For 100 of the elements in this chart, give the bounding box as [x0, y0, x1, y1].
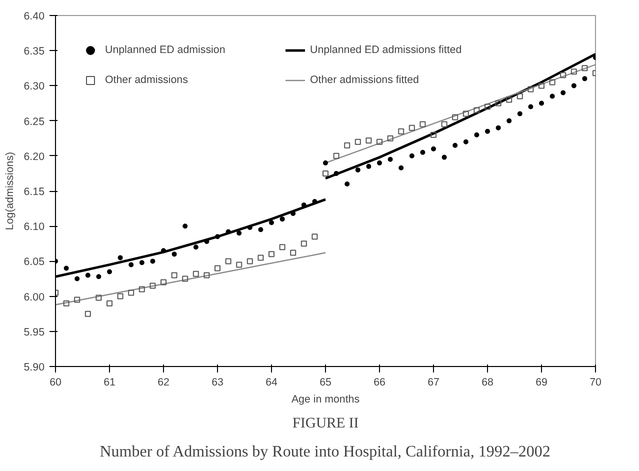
point [85, 272, 90, 278]
point [64, 266, 69, 271]
x-tick-label: 61 [104, 376, 116, 388]
text: Number of Admissions by Route into Hospital, California, 1992–2002 [100, 444, 550, 460]
point [214, 265, 220, 272]
point [139, 260, 144, 266]
point [107, 269, 112, 274]
x-axis-title: Age in months [291, 394, 360, 406]
point [333, 152, 340, 159]
point [323, 160, 328, 166]
point [160, 279, 166, 286]
point [528, 104, 534, 110]
y-tick-label: 6.40 [24, 10, 45, 22]
point [420, 121, 426, 128]
point [538, 82, 544, 89]
x-tick-label: 66 [374, 376, 386, 388]
point [560, 90, 566, 96]
point [582, 65, 588, 72]
y-tick-label: 6.00 [24, 291, 45, 304]
point [96, 274, 102, 280]
y-tick-label: 6.10 [24, 221, 45, 234]
x-tick-label: 68 [482, 376, 494, 388]
point [452, 114, 458, 120]
point [442, 154, 447, 160]
point [376, 138, 382, 145]
point [506, 96, 512, 103]
point [312, 234, 318, 240]
point [409, 153, 414, 158]
point [539, 100, 544, 106]
point [215, 234, 220, 240]
point [366, 137, 372, 144]
x-tick-label: 65 [320, 376, 332, 388]
point [388, 156, 393, 162]
point [506, 118, 512, 124]
point [182, 276, 188, 282]
point [128, 290, 134, 296]
x-tick-label: 63 [212, 376, 224, 388]
point [528, 86, 534, 92]
point [355, 167, 360, 172]
point [334, 170, 339, 176]
point [117, 293, 124, 300]
point [431, 146, 436, 152]
point [290, 250, 296, 256]
point [516, 93, 523, 100]
x-tick-label: 69 [536, 376, 548, 388]
point [63, 300, 70, 306]
point [496, 125, 501, 130]
point [484, 104, 490, 110]
point [441, 121, 448, 128]
point [138, 286, 145, 292]
point [236, 262, 242, 268]
point [268, 251, 274, 258]
point [279, 244, 286, 250]
y-tick-label: 6.20 [24, 150, 45, 163]
point [474, 132, 480, 138]
y-tick-label: 6.30 [24, 80, 45, 93]
point [226, 229, 231, 234]
point [118, 255, 123, 260]
point [193, 244, 198, 250]
legend-label: Other admissions fitted [310, 74, 420, 86]
y-tick-label: 5.95 [24, 326, 45, 338]
point [570, 68, 577, 75]
legend-label: Other admissions [105, 74, 189, 86]
point [344, 181, 350, 186]
point [74, 276, 80, 282]
point [485, 128, 490, 134]
point [247, 225, 252, 230]
point [560, 72, 566, 78]
point [128, 262, 134, 268]
point [517, 111, 522, 116]
y-axis-title: Log(admissions) [4, 152, 16, 230]
point [430, 132, 436, 138]
point [463, 139, 468, 144]
point [258, 227, 264, 232]
point [420, 150, 426, 155]
point [571, 83, 576, 88]
point [246, 258, 253, 264]
point [236, 230, 242, 236]
point [474, 107, 480, 114]
x-tick-label: 60 [50, 376, 62, 388]
point [225, 258, 232, 264]
point [192, 270, 199, 277]
point [300, 240, 307, 247]
point [462, 110, 469, 117]
point [182, 224, 188, 229]
point [84, 310, 91, 317]
point [344, 142, 350, 148]
x-tick-label: 67 [428, 376, 440, 388]
point [354, 138, 361, 145]
point [106, 300, 112, 306]
point [96, 294, 102, 301]
point [398, 165, 404, 170]
point [582, 76, 588, 82]
y-tick-label: 5.90 [24, 362, 45, 374]
point [74, 296, 80, 303]
point [366, 164, 372, 169]
point [150, 282, 156, 289]
point [387, 135, 394, 142]
x-tick-label: 70 [590, 376, 602, 388]
x-tick-label: 64 [266, 376, 278, 388]
